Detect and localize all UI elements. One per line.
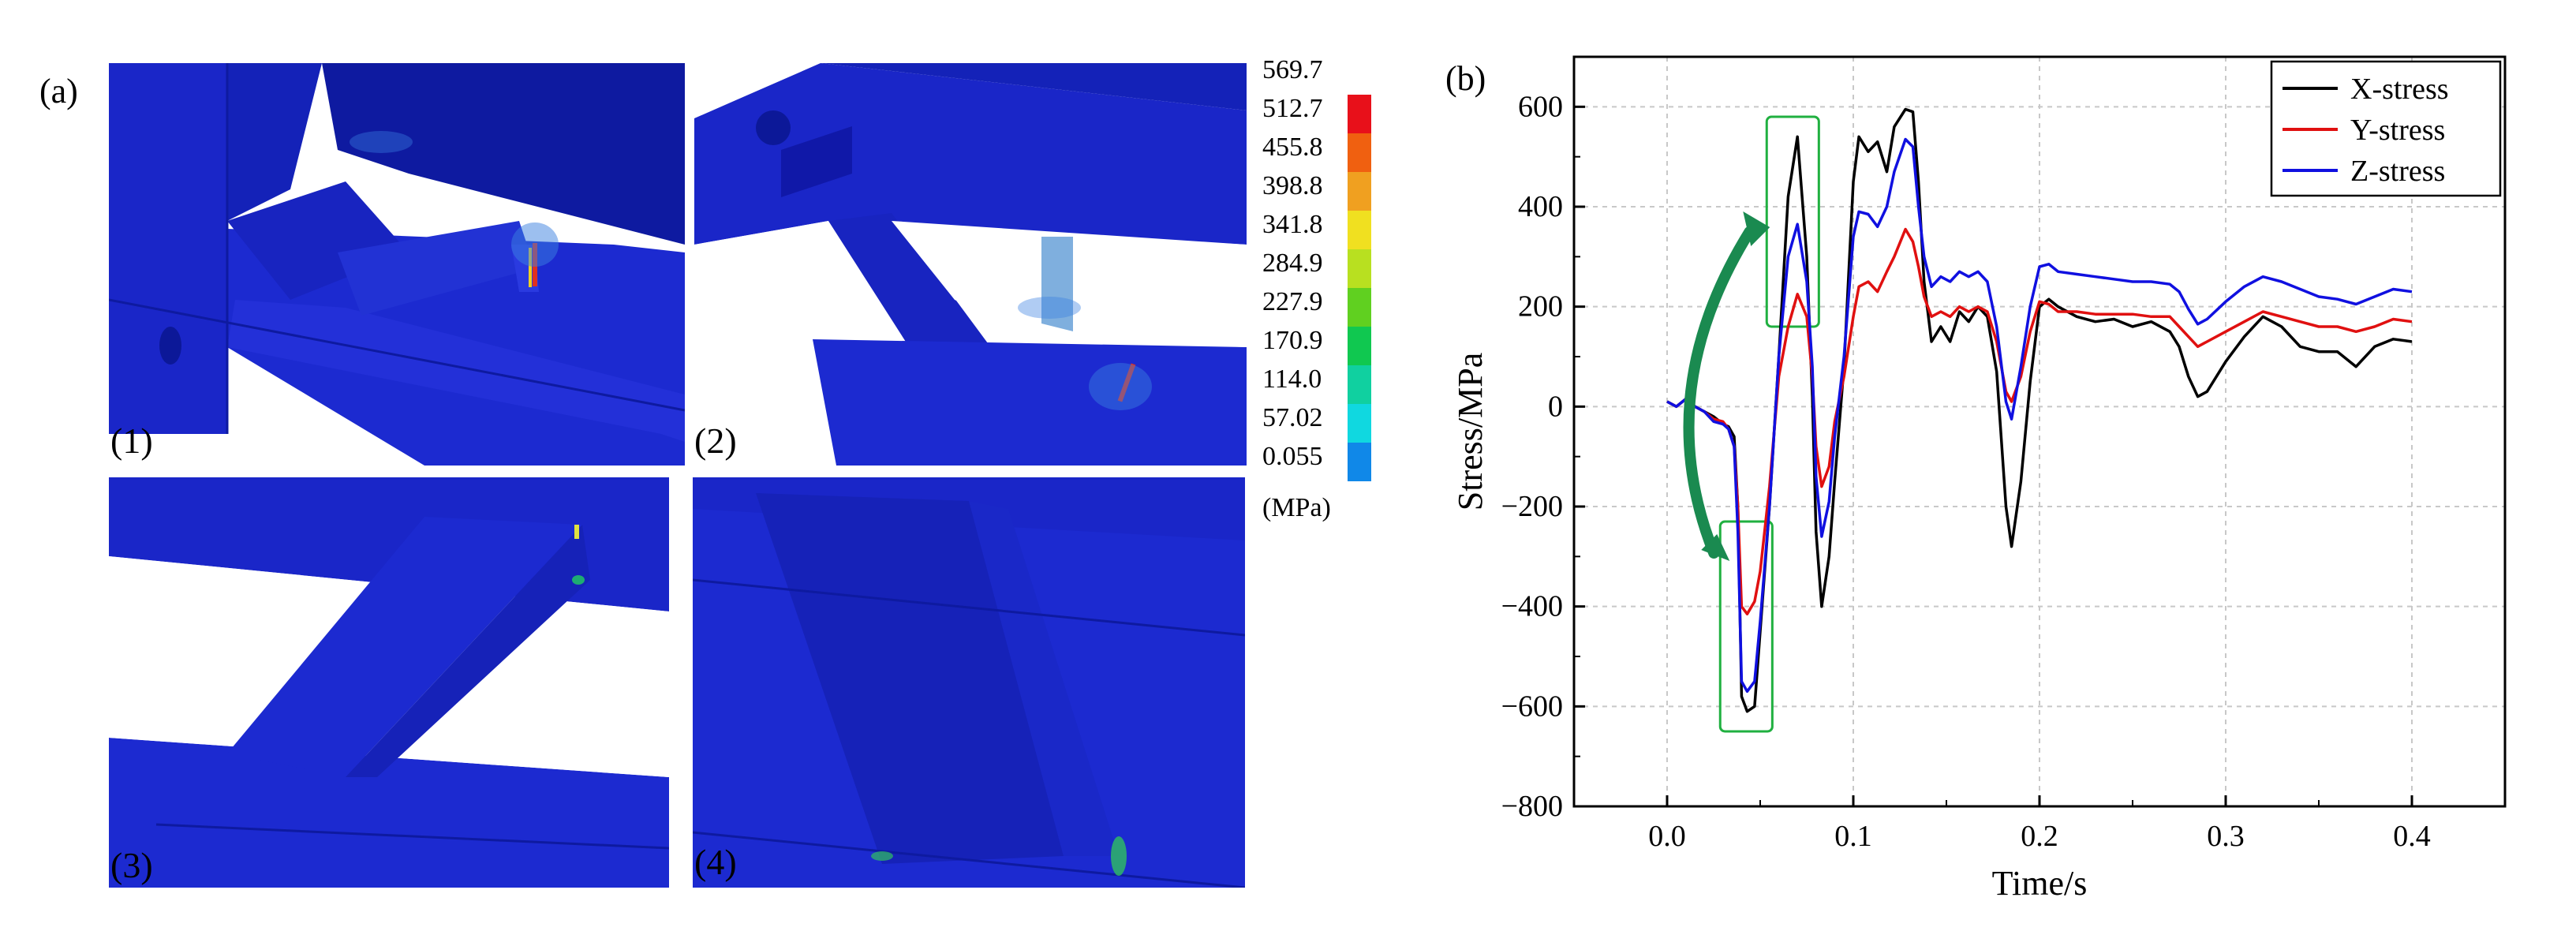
fe-view-4	[693, 477, 1245, 888]
highlight-box	[1765, 115, 1820, 328]
legend-label: X-stress	[2350, 73, 2449, 106]
colorbar-swatch	[1348, 443, 1371, 481]
y-tick-label: −800	[1501, 790, 1563, 823]
colorbar-swatch	[1348, 288, 1371, 327]
series-line-z-stress	[1666, 137, 2413, 694]
colorbar-level-label: 170.9	[1262, 326, 1323, 355]
colorbar-unit: (MPa)	[1262, 493, 1331, 522]
y-tick-label: −200	[1501, 490, 1563, 523]
view-4-label: (4)	[694, 842, 737, 882]
colorbar-level-label: 0.055	[1262, 442, 1323, 471]
fe-view-1-image	[109, 63, 685, 466]
fe-view-3	[109, 477, 669, 888]
colorbar-level-label: 57.02	[1262, 403, 1323, 432]
legend-label: Z-stress	[2350, 155, 2445, 188]
view-1-label: (1)	[110, 421, 153, 461]
y-tick-label: 200	[1518, 290, 1563, 323]
series-line-y-stress	[1666, 227, 2413, 615]
colorbar-swatch	[1348, 365, 1371, 404]
fe-view-2-image	[694, 63, 1247, 466]
fe-view-3-image	[109, 477, 669, 888]
colorbar-swatch	[1348, 211, 1371, 249]
x-axis-label: Time/s	[1992, 864, 2088, 903]
y-tick-label: −400	[1501, 590, 1563, 623]
arrow-tail-icon	[1701, 534, 1730, 561]
x-tick-label: 0.3	[2207, 820, 2245, 853]
panel-a-label: (a)	[39, 72, 78, 110]
stress-chart: 0.0 0.1 0.2 0.3 0.4 600 400 200 0 −200 −400 −600 −80…	[1451, 55, 2507, 903]
colorbar-swatch	[1348, 95, 1371, 133]
colorbar-level-label: 398.8	[1262, 171, 1323, 200]
colorbar: 569.7 512.7 455.8 398.8 341.8 284.9 227.9 170.9…	[1262, 55, 1404, 560]
x-tick-label: 0.0	[1648, 820, 1686, 853]
y-tick-label: 600	[1518, 90, 1563, 123]
x-tick-label: 0.1	[1834, 820, 1872, 853]
y-axis-label: Stress/MPa	[1451, 353, 1490, 510]
arrow-head-icon	[1743, 211, 1770, 246]
fe-view-1	[109, 63, 685, 466]
colorbar-swatch	[1348, 327, 1371, 365]
series-line-x-stress	[1666, 107, 2413, 713]
colorbar-level-label: 284.9	[1262, 249, 1323, 278]
y-tick-label: −600	[1501, 690, 1563, 723]
fe-view-4-image	[693, 477, 1245, 888]
x-tick-label: 0.4	[2393, 820, 2431, 853]
colorbar-swatch	[1348, 249, 1371, 288]
x-tick-label: 0.2	[2021, 820, 2058, 853]
view-3-label: (3)	[110, 845, 153, 885]
colorbar-level-label: 569.7	[1262, 55, 1323, 84]
view-2-label: (2)	[694, 421, 737, 461]
colorbar-level-label: 227.9	[1262, 287, 1323, 316]
y-tick-label: 400	[1518, 190, 1563, 223]
colorbar-level-label: 512.7	[1262, 94, 1323, 123]
panel-b-label: (b)	[1445, 59, 1486, 98]
colorbar-swatch	[1348, 404, 1371, 443]
colorbar-level-label: 114.0	[1262, 365, 1322, 394]
legend-label: Y-stress	[2350, 114, 2445, 147]
highlight-box	[1718, 520, 1774, 733]
fe-view-2	[694, 63, 1247, 466]
curved-arrow	[1683, 226, 1755, 559]
colorbar-swatch	[1348, 133, 1371, 172]
colorbar-level-label: 341.8	[1262, 210, 1323, 239]
colorbar-swatch	[1348, 172, 1371, 211]
colorbar-level-label: 455.8	[1262, 133, 1323, 162]
y-tick-label: 0	[1548, 390, 1563, 423]
